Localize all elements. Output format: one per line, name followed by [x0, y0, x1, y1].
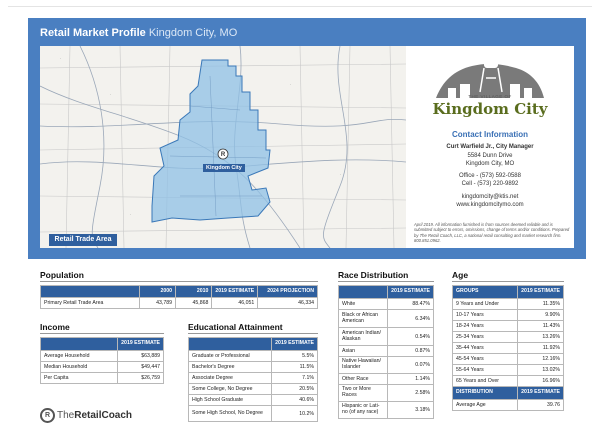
- education-title: Educational Attainment: [188, 322, 283, 332]
- table-row: 18-24 Years 11.43%: [451, 320, 564, 332]
- table-row: Asian 0.87%: [337, 345, 434, 357]
- table-row: Other Race 1.14%: [337, 373, 434, 385]
- table-row: 35-44 Years 11.92%: [451, 342, 564, 354]
- retail-coach-logo: R TheRetailCoach: [40, 408, 132, 423]
- education-table: 2019 ESTIMATE Graduate or Professional 5.…: [187, 337, 318, 422]
- svg-text:·: ·: [110, 92, 111, 97]
- table-row: 65 Years and Over 16.96%: [451, 375, 564, 387]
- contact-heading: Contact Information: [452, 130, 528, 139]
- race-rule: [338, 281, 434, 282]
- svg-text:·: ·: [340, 172, 341, 177]
- table-row: Some High School, No Degree 10.2%: [187, 405, 318, 422]
- svg-text:·: ·: [130, 212, 131, 217]
- age-header-row: GROUPS 2019 ESTIMATE: [451, 285, 564, 299]
- table-row: Primary Retail Trade Area 43,789 45,868 …: [40, 297, 318, 309]
- age-title: Age: [452, 270, 469, 280]
- age-rule: [452, 281, 564, 282]
- contact-address-line1: 5584 Dunn Drive: [467, 153, 513, 159]
- table-row: 45-54 Years 12.16%: [451, 353, 564, 365]
- table-row: Some College, No Degree 20.5%: [187, 383, 318, 395]
- svg-text:·: ·: [290, 82, 291, 87]
- population-header-row: 2000 2010 2019 ESTIMATE 2024 PROJECTION: [40, 285, 318, 298]
- income-rule: [40, 333, 164, 334]
- contact-office-phone: Office - (573) 592-0588: [459, 173, 521, 179]
- contact-cell-phone: Cell - (573) 220-9892: [461, 181, 519, 187]
- table-row: 10-17 Years 9.90%: [451, 309, 564, 321]
- table-row: White 88.47%: [337, 298, 434, 310]
- income-title: Income: [40, 322, 70, 332]
- table-row: Average Household $63,889: [39, 350, 164, 362]
- table-row: Associate Degree 7.1%: [187, 372, 318, 384]
- table-row: American Indian/ Alaskan 0.54%: [337, 327, 434, 346]
- page-title: Retail Market Profile Kingdom City, MO: [40, 27, 238, 39]
- table-row: High School Graduate 40.6%: [187, 394, 318, 406]
- table-row: Average Age 39.76: [451, 399, 564, 411]
- table-row: Bachelor's Degree 11.5%: [187, 361, 318, 373]
- trade-area-map: · · · · · R: [40, 46, 406, 248]
- trade-area-label: Retail Trade Area: [49, 234, 117, 246]
- svg-text:·: ·: [60, 56, 61, 61]
- population-table: 2000 2010 2019 ESTIMATE 2024 PROJECTION …: [40, 285, 318, 309]
- city-marker-label: Kingdom City: [203, 164, 245, 172]
- contact-website[interactable]: www.kingdomcitymo.com: [456, 202, 524, 208]
- table-row: Median Household $49,447: [39, 361, 164, 373]
- education-rule: [188, 333, 318, 334]
- income-table: 2019 ESTIMATE Average Household $63,889 M…: [39, 337, 164, 384]
- contact-address-line2: Kingdom City, MO: [465, 161, 515, 167]
- table-row: 9 Years and Under 11.35%: [451, 298, 564, 310]
- contact-panel: THE VILLAGE OF Kingdom City Contact Info…: [406, 46, 574, 248]
- age-table: GROUPS 2019 ESTIMATE 9 Years and Under 11.…: [451, 285, 564, 411]
- map-graphic: · · · · · R: [40, 46, 406, 248]
- table-row: Two or More Races 2.58%: [337, 384, 434, 402]
- table-row: Native Hawaiian/ Islander 0.07%: [337, 356, 434, 374]
- logo-wordmark: Kingdom City: [432, 100, 548, 118]
- race-table: 2019 ESTIMATE White 88.47% Black or Afric…: [337, 285, 434, 419]
- table-row: 55-64 Years 13.02%: [451, 364, 564, 376]
- logo-small-text: THE VILLAGE OF: [468, 94, 512, 99]
- contact-email[interactable]: kingdomcity@ktis.net: [461, 194, 519, 200]
- table-row: Graduate or Professional 5.5%: [187, 350, 318, 362]
- race-title: Race Distribution: [338, 270, 409, 280]
- population-rule: [40, 281, 318, 282]
- income-header-row: 2019 ESTIMATE: [39, 337, 164, 351]
- population-title: Population: [40, 270, 84, 280]
- disclaimer-text: April 2019. All information furnished is…: [414, 222, 570, 244]
- age-distribution-header-row: DISTRIBUTION 2019 ESTIMATE: [451, 386, 564, 400]
- table-row: Hispanic or Lati- no (of any race) 3.18%: [337, 401, 434, 419]
- table-row: Black or African American 6.34%: [337, 309, 434, 328]
- svg-text:R: R: [221, 152, 226, 158]
- contact-name: Curt Warfield Jr., City Manager: [446, 144, 534, 150]
- table-row: 25-34 Years 13.26%: [451, 331, 564, 343]
- education-header-row: 2019 ESTIMATE: [187, 337, 318, 351]
- page-border: [8, 6, 592, 437]
- retail-coach-mark-icon: R: [40, 408, 55, 423]
- table-row: Per Capita $26,759: [39, 372, 164, 384]
- water-tower-logo-icon: [436, 56, 544, 98]
- race-header-row: 2019 ESTIMATE: [337, 285, 434, 299]
